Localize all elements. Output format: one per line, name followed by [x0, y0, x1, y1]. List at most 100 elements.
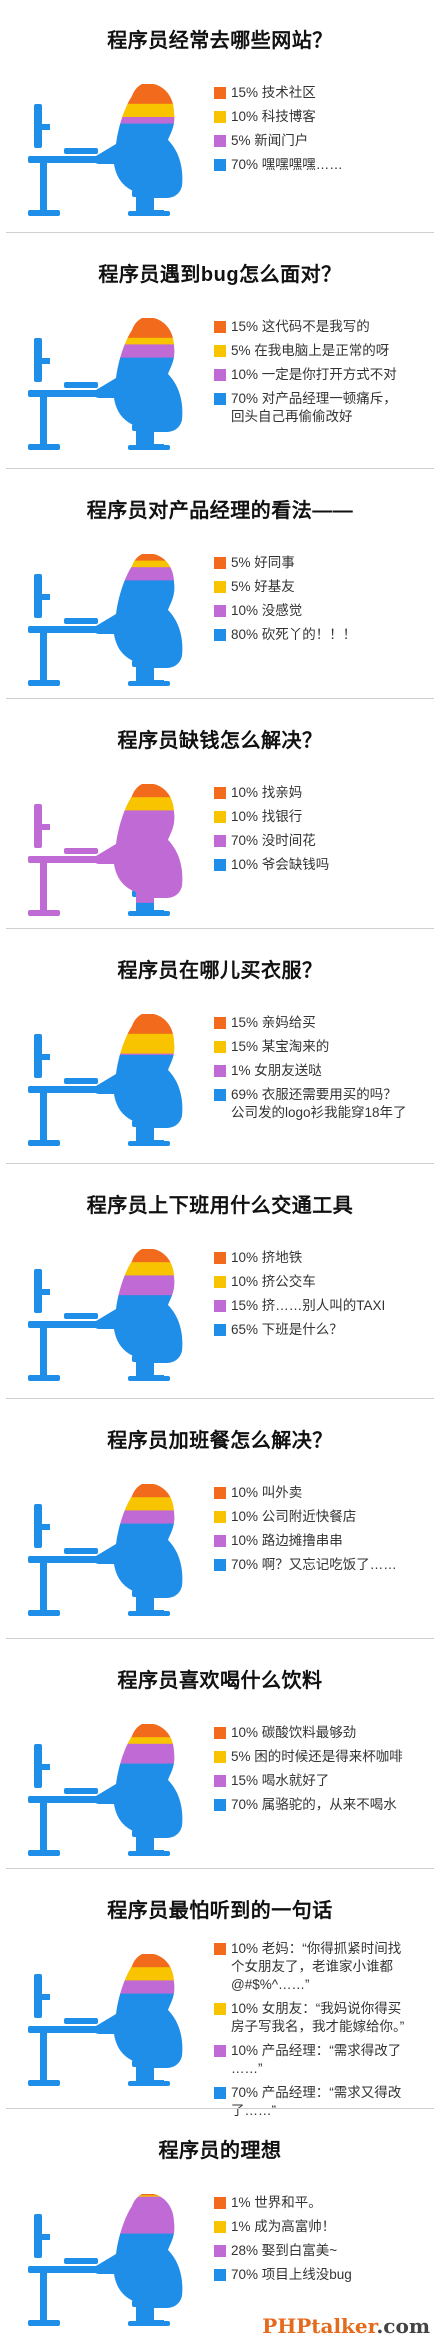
slice-band-4 [93, 1054, 183, 1147]
section-divider [6, 2108, 434, 2109]
legend-item: 10% 叫外卖 [214, 1484, 436, 1502]
legend: 15% 亲妈给买 15% 某宝淘来的 1% 女朋友送哒 69% 衣服还需要用买的吗？ … [214, 1014, 436, 1128]
legend-swatch [214, 1943, 226, 1955]
slice-band-2 [93, 1737, 183, 1745]
slice-band-3 [93, 567, 183, 581]
chart-section-8: 程序员喜欢喝什么饮料 10% 碳酸饮料最够劲 5% 困的时候还是得来杯咖啡 15% 喝… [0, 1640, 440, 1870]
legend-item: 10% 找亲妈 [214, 784, 436, 802]
slice-band-3 [93, 2196, 183, 2235]
programmer-figure-chart [28, 1484, 183, 1617]
chart-section-9: 程序员最怕听到的一句话 10% 老妈：“你得抓紧时间找 个女朋友了，老谁家小谁都 … [0, 1870, 440, 2118]
slice-band-3 [93, 810, 183, 904]
legend-label: 65% 下班是什么？ [231, 1322, 343, 1337]
legend-swatch [214, 605, 226, 617]
legend-swatch [214, 1017, 226, 1029]
legend-item: 10% 一定是你打开方式不对 [214, 366, 436, 384]
legend-swatch [214, 2087, 226, 2099]
slice-band-4 [93, 1763, 183, 1857]
chart-section-1: 程序员经常去哪些网站？ 15% 技术社区 10% 科技博客 5% 新闻门户 70% 嘿嘿… [0, 0, 440, 234]
legend-item: 5% 在我电脑上是正常的呀 [214, 342, 436, 360]
chart-title: 程序员缺钱怎么解决？ [117, 730, 323, 752]
legend-label: 15% 挤……别人叫的TAXI [231, 1298, 386, 1313]
legend-item: 10% 路边摊撸串串 [214, 1532, 436, 1550]
legend-swatch [214, 369, 226, 381]
legend-swatch [214, 135, 226, 147]
legend-label: 70% 啊？又忘记吃饭了…… [231, 1557, 397, 1572]
legend-item: 15% 喝水就好了 [214, 1772, 436, 1790]
legend-item: 1% 女朋友送哒 [214, 1062, 436, 1080]
legend-item: 10% 老妈：“你得抓紧时间找 个女朋友了，老谁家小谁都 @#$%^……” [214, 1940, 436, 1994]
legend-swatch [214, 2221, 226, 2233]
legend-label: 10% 一定是你打开方式不对 [231, 367, 397, 382]
legend-item: 15% 某宝淘来的 [214, 1038, 436, 1056]
legend-label: 5% 困的时候还是得来杯咖啡 [231, 1749, 403, 1764]
slice-band-3 [93, 344, 183, 359]
legend-swatch [214, 629, 226, 641]
programmer-figure-chart [28, 1014, 183, 1147]
legend-item: 10% 科技博客 [214, 108, 436, 126]
legend-swatch [214, 1511, 226, 1523]
legend-swatch [214, 787, 226, 799]
legend-swatch [214, 1065, 226, 1077]
legend-label: 10% 没感觉 [231, 603, 303, 618]
programmer-figure-chart [28, 318, 183, 451]
legend-swatch [214, 2269, 226, 2281]
slice-band-2 [93, 797, 183, 811]
slice-band-4 [93, 1295, 183, 1382]
legend-label: 15% 这代码不是我写的 [231, 319, 370, 334]
legend-label: 10% 碳酸饮料最够劲 [231, 1725, 357, 1740]
legend-item: 10% 产品经理：“需求得改了 ……” [214, 2042, 436, 2078]
legend-label: 5% 好同事 [231, 555, 295, 570]
legend-item: 70% 产品经理：“需求又得改 了……” [214, 2084, 436, 2120]
legend-swatch [214, 1535, 226, 1547]
legend-swatch [214, 2245, 226, 2257]
programmer-figure-chart [28, 554, 183, 687]
legend-label: 10% 老妈：“你得抓紧时间找 个女朋友了，老谁家小谁都 @#$%^……” [231, 1941, 402, 1992]
legend-item: 10% 找银行 [214, 808, 436, 826]
section-divider [6, 1398, 434, 1399]
legend-item: 70% 嘿嘿嘿嘿…… [214, 156, 436, 174]
legend: 10% 老妈：“你得抓紧时间找 个女朋友了，老谁家小谁都 @#$%^……” 10%… [214, 1940, 436, 2126]
section-divider [6, 468, 434, 469]
legend-swatch [214, 321, 226, 333]
legend-item: 1% 世界和平。 [214, 2194, 436, 2212]
slice-band-1 [93, 784, 183, 798]
chart-title: 程序员最怕听到的一句话 [107, 1900, 333, 1922]
legend-item: 10% 挤公交车 [214, 1273, 436, 1291]
slice-band-1 [93, 1484, 183, 1498]
chart-title: 程序员加班餐怎么解决？ [107, 1430, 333, 1452]
legend-label: 10% 找银行 [231, 809, 303, 824]
slice-band-2 [93, 1497, 183, 1511]
legend-label: 5% 好基友 [231, 579, 295, 594]
legend-label: 69% 衣服还需要用买的吗？ 公司发的logo衫我能穿18年了 [231, 1087, 407, 1120]
slice-band-4 [93, 902, 183, 917]
chart-title: 程序员对产品经理的看法—— [86, 500, 354, 522]
legend-label: 1% 世界和平。 [231, 2195, 322, 2210]
slice-band-2 [93, 560, 183, 568]
watermark-logo: PHPtalker.com [262, 2314, 430, 2338]
legend-swatch [214, 859, 226, 871]
chart-title: 程序员在哪儿买衣服？ [117, 960, 323, 982]
slice-band-4 [93, 1523, 183, 1617]
chart-title: 程序员上下班用什么交通工具 [86, 1195, 354, 1217]
chart-section-7: 程序员加班餐怎么解决？ 10% 叫外卖 10% 公司附近快餐店 10% 路边摊撸串串 7… [0, 1400, 440, 1640]
legend: 10% 叫外卖 10% 公司附近快餐店 10% 路边摊撸串串 70% 啊？又忘记吃饭了… [214, 1484, 436, 1580]
slice-band-3 [93, 1510, 183, 1525]
legend-swatch [214, 581, 226, 593]
programmer-figure-chart [28, 1249, 183, 1382]
section-divider [6, 232, 434, 233]
legend-swatch [214, 1727, 226, 1739]
section-divider [6, 1163, 434, 1164]
legend-item: 15% 亲妈给买 [214, 1014, 436, 1032]
programmer-figure-chart [28, 784, 183, 917]
slice-band-2 [93, 1033, 183, 1055]
legend-item: 10% 女朋友：“我妈说你得买 房子写我名，我才能嫁给你。” [214, 2000, 436, 2036]
legend-label: 10% 找亲妈 [231, 785, 303, 800]
slice-band-4 [93, 357, 183, 451]
legend-label: 70% 嘿嘿嘿嘿…… [231, 157, 343, 172]
chart-title: 程序员的理想 [158, 2140, 282, 2162]
legend-item: 28% 娶到白富美~ [214, 2242, 436, 2260]
legend-label: 10% 公司附近快餐店 [231, 1509, 357, 1524]
slice-band-4 [93, 580, 183, 687]
chart-section-10: 程序员的理想 1% 世界和平。 1% 成为高富帅！ 28% 娶到白富美~ 70% 项目上… [0, 2110, 440, 2346]
